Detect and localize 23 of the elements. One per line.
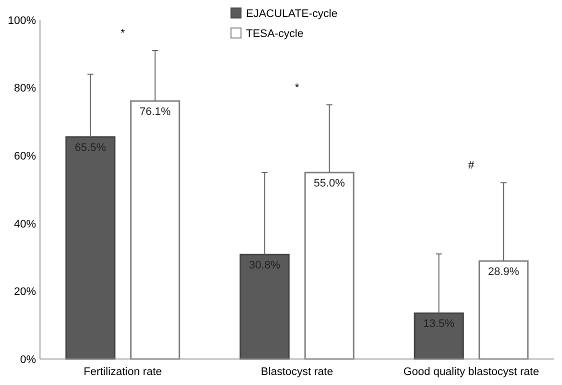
- y-tick-label: 100%: [8, 14, 36, 27]
- x-tick-label: Fertilization rate: [84, 366, 162, 378]
- y-tick-label: 40%: [14, 218, 36, 230]
- data-label: 28.9%: [488, 266, 520, 278]
- y-tick-label: 0%: [20, 354, 36, 366]
- legend-label: TESA-cycle: [246, 28, 304, 40]
- y-tick-label: 60%: [14, 150, 36, 162]
- data-label: 76.1%: [140, 106, 171, 118]
- annotation: #: [468, 160, 476, 172]
- x-tick-label: Blastocyst rate: [260, 366, 334, 378]
- data-label: 55.0%: [314, 178, 346, 190]
- bar: [478, 260, 529, 360]
- legend-label: EJACULATE-cycle: [246, 8, 338, 20]
- annotation: *: [120, 28, 126, 40]
- y-tick-label: 80%: [14, 82, 36, 95]
- bar: [130, 100, 180, 360]
- annotation: *: [294, 82, 300, 94]
- data-label: 13.5%: [423, 318, 455, 330]
- bar: [304, 172, 354, 360]
- data-label: 65.5%: [74, 142, 106, 154]
- data-label: 30.8%: [249, 260, 280, 272]
- x-tick-label: Good quality blastocyst rate: [403, 366, 540, 378]
- y-tick-label: 20%: [14, 286, 36, 298]
